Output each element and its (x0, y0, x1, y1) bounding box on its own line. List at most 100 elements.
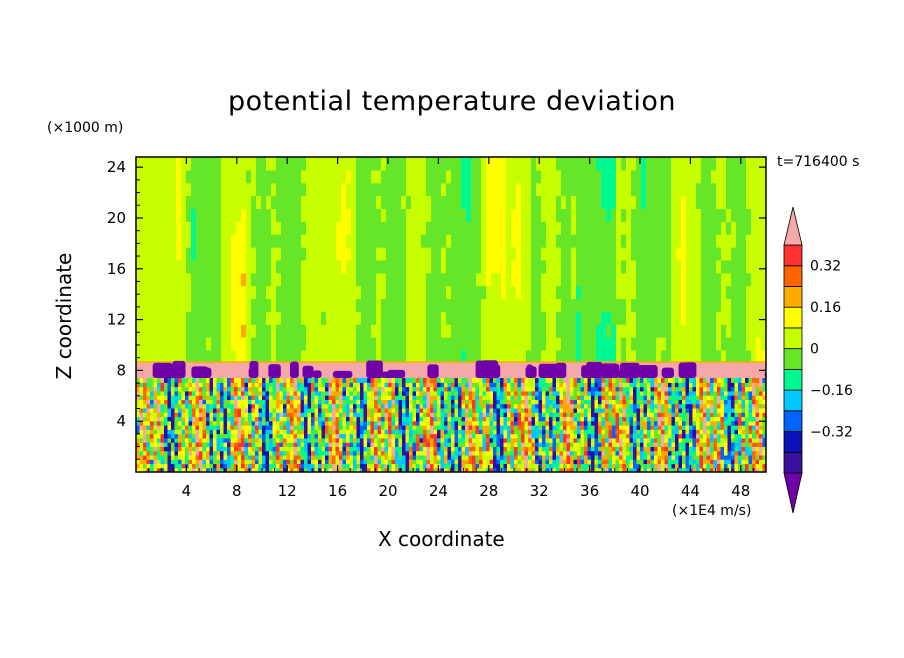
heatmap-cell (601, 429, 606, 435)
heatmap-cell (423, 407, 428, 413)
heatmap-cell (339, 378, 344, 383)
heatmap-cell (479, 378, 484, 383)
heatmap-cell (454, 437, 459, 443)
heatmap-cell (741, 285, 747, 300)
heatmap-cell (430, 416, 435, 422)
heatmap-cell (616, 208, 622, 222)
heatmap-cell (258, 386, 263, 392)
heatmap-cell (336, 259, 342, 274)
heatmap-cell (465, 459, 470, 465)
heatmap-cell (471, 221, 477, 235)
heatmap-cell (296, 169, 302, 184)
heatmap-cell (335, 437, 340, 443)
heatmap-cell (598, 416, 603, 422)
heatmap-cell (321, 157, 327, 171)
heatmap-cell (141, 157, 147, 171)
heatmap-cell (552, 450, 557, 456)
heatmap-cell (479, 399, 484, 405)
heatmap-cell (325, 378, 330, 383)
heatmap-cell (206, 298, 212, 312)
heatmap-cell (206, 378, 211, 383)
heatmap-cell (230, 395, 235, 400)
heatmap-cell (516, 349, 522, 364)
heatmap-cell (185, 399, 190, 405)
heatmap-cell (349, 450, 354, 456)
heatmap-cell (384, 450, 389, 456)
heatmap-cell (402, 399, 407, 405)
heatmap-cell (188, 420, 193, 426)
heatmap-cell (314, 420, 319, 426)
heatmap-cell (594, 407, 599, 413)
heatmap-cell (440, 378, 445, 383)
heatmap-cell (237, 454, 242, 460)
heatmap-cell (271, 298, 277, 312)
heatmap-cell (236, 324, 242, 338)
heatmap-cell (594, 416, 599, 422)
heatmap-cell (412, 395, 417, 400)
heatmap-cell (526, 208, 532, 222)
heatmap-cell (386, 324, 392, 338)
heatmap-cell (231, 182, 237, 197)
heatmap-cell (188, 433, 193, 439)
heatmap-cell (621, 195, 627, 210)
heatmap-cell (318, 425, 323, 430)
heatmap-cell (316, 221, 322, 235)
heatmap-cell (206, 390, 211, 396)
heatmap-cell (412, 399, 417, 405)
heatmap-cell (441, 221, 447, 235)
heatmap-cell (363, 390, 368, 396)
heatmap-cell (318, 429, 323, 435)
heatmap-cell (349, 437, 354, 443)
heatmap-cell (192, 390, 197, 396)
heatmap-cell (761, 272, 766, 287)
heatmap-cell (360, 407, 365, 413)
heatmap-cell (514, 429, 519, 435)
heatmap-cell (517, 454, 522, 460)
heatmap-cell (381, 247, 387, 261)
heatmap-cell (566, 169, 572, 184)
heatmap-cell (696, 169, 702, 184)
heatmap-cell (395, 437, 400, 443)
heatmap-cell (220, 399, 225, 405)
heatmap-cell (356, 272, 362, 287)
heatmap-cell (538, 463, 543, 469)
heatmap-cell (150, 463, 155, 469)
heatmap-cell (468, 416, 473, 422)
heatmap-cell (465, 407, 470, 413)
heatmap-cell (591, 425, 596, 430)
heatmap-cell (405, 433, 410, 439)
heatmap-cell (577, 446, 582, 452)
heatmap-cell (220, 425, 225, 430)
heatmap-cell (211, 169, 217, 184)
heatmap-cell (356, 324, 362, 338)
heatmap-cell (353, 416, 358, 422)
heatmap-cell (458, 433, 463, 439)
heatmap-cell (196, 157, 202, 171)
heatmap-cell (157, 420, 162, 426)
heatmap-cell (516, 169, 522, 184)
heatmap-cell (211, 234, 217, 248)
heatmap-cell (556, 459, 561, 465)
heatmap-cell (570, 403, 575, 409)
heatmap-cell (196, 169, 202, 184)
heatmap-cell (262, 429, 267, 435)
heatmap-cell (458, 395, 463, 400)
heatmap-cell (596, 324, 602, 338)
heatmap-cell (266, 208, 272, 222)
heatmap-cell (436, 234, 442, 248)
heatmap-cell (386, 195, 392, 210)
heatmap-cell (290, 437, 295, 443)
heatmap-cell (150, 454, 155, 460)
heatmap-cell (486, 182, 492, 197)
heatmap-cell (596, 182, 602, 197)
heatmap-cell (538, 420, 543, 426)
heatmap-cell (276, 208, 282, 222)
heatmap-cell (353, 433, 358, 439)
heatmap-cell (594, 446, 599, 452)
heatmap-cell (535, 450, 540, 456)
heatmap-cell (381, 382, 386, 388)
heatmap-cell (346, 285, 352, 300)
heatmap-cell (475, 446, 480, 452)
heatmap-cell (371, 349, 377, 364)
heatmap-cell (481, 285, 487, 300)
